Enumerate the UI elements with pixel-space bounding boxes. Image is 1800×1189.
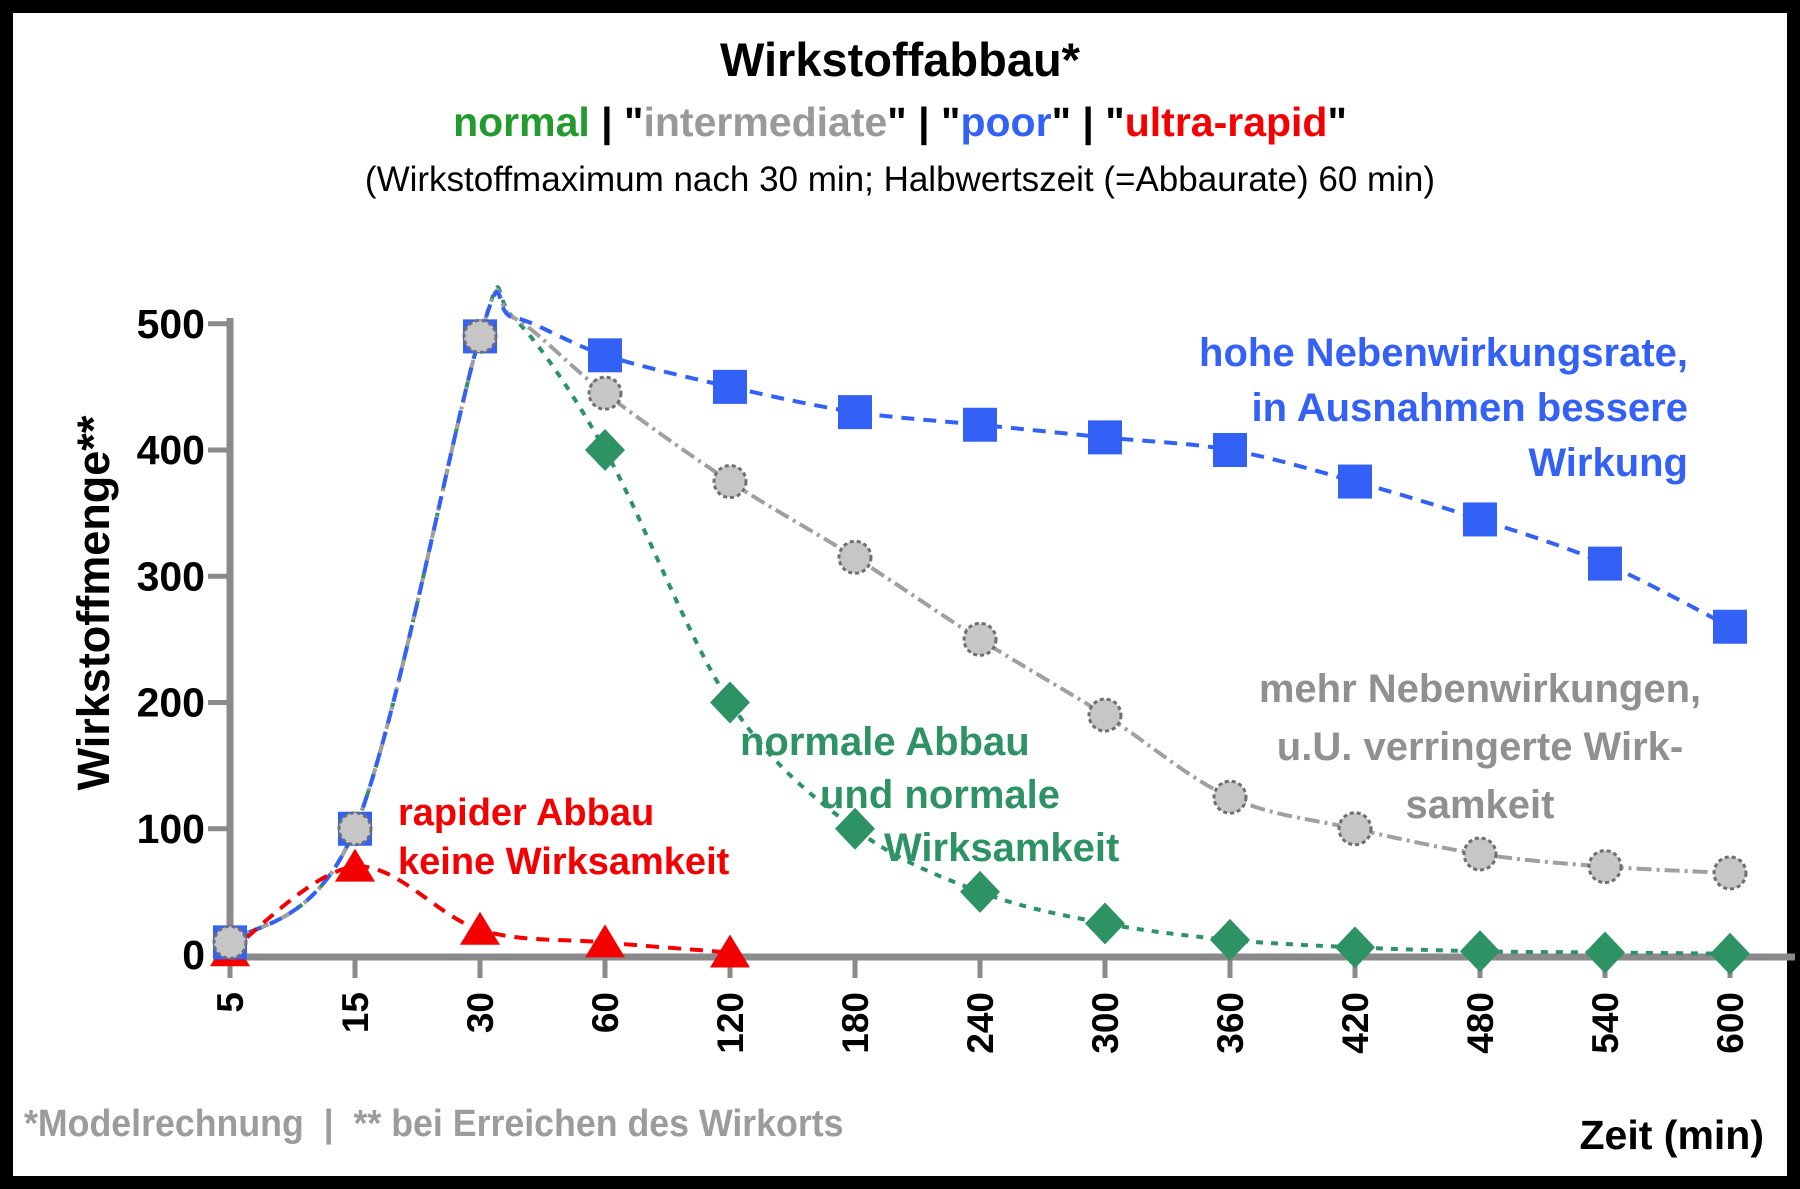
chart-subtitle: (Wirkstoffmaximum nach 30 min; Halbwerts… [364,160,1436,199]
x-tick-label: 480 [1460,992,1501,1054]
intermediate-marker [1712,855,1748,891]
y-tick-label: 300 [137,553,205,599]
ultra-rapid-marker [335,848,375,882]
annotation-line: Wirksamkeit [884,826,1120,870]
annotation-line: und normale [820,773,1061,817]
poor-marker [1713,609,1747,644]
annotation-line: in Ausnahmen bessere [1251,386,1688,430]
intermediate-marker [1587,849,1623,885]
y-tick-label: 200 [137,680,205,726]
normal-marker [1085,902,1125,945]
x-tick-label: 5 [210,992,251,1013]
annotation-line: rapider Abbau [398,792,655,834]
poor-marker [588,338,622,373]
x-tick-label: 540 [1585,992,1626,1054]
x-tick-label: 360 [1210,992,1251,1054]
y-axis-title: Wirkstoffmenge** [68,415,119,791]
intermediate-marker [337,811,373,847]
normal-marker [1710,932,1750,975]
legend-part: | [1071,99,1106,145]
chart-title: Wirkstoffabbau* [720,33,1080,86]
x-tick-label: 15 [335,992,376,1033]
ultra-rapid-marker [460,911,500,945]
normal-marker [710,681,750,724]
poor-marker [1213,433,1247,467]
normal-marker [960,870,1000,913]
legend-part: " [941,99,961,145]
poor-marker [1463,502,1497,537]
x-tick-label: 60 [585,992,626,1033]
x-tick-label: 30 [460,992,501,1033]
legend-part: poor [960,99,1052,145]
annotation-poor: hohe Nebenwirkungsrate, in Ausnahmen bes… [1199,326,1688,491]
poor-marker [1088,420,1122,455]
annotation-normal: normale Abbau und normale Wirksamkeit [740,716,1119,875]
poor-marker [1338,464,1372,499]
poor-marker [963,407,997,442]
annotation-ultra-rapid: rapider Abbau keine Wirksamkeit [398,789,729,887]
legend-part: intermediate [643,99,888,145]
legend-part: " [887,99,907,145]
annotation-intermediate: mehr Nebenwirkungen, u.U. verringerte Wi… [1259,660,1701,834]
intermediate-marker [712,464,748,500]
y-tick-label: 100 [137,806,205,852]
y-tick-label: 0 [182,932,205,978]
intermediate-marker [587,375,623,411]
intermediate-marker [462,318,498,354]
normal-marker [1460,930,1500,973]
x-tick-label: 180 [835,992,876,1054]
x-tick-label: 300 [1085,992,1126,1054]
x-tick-label: 240 [960,992,1001,1054]
legend-part: | [589,99,625,145]
intermediate-marker [1087,697,1123,733]
normal-marker [1210,918,1250,961]
legend-part: " [1327,99,1347,145]
annotation-line: normale Abbau [740,720,1030,764]
intermediate-marker [837,539,873,575]
y-tick-label: 400 [137,427,205,473]
intermediate-marker [962,621,998,657]
normal-marker [1335,926,1375,969]
ultra-rapid-marker [710,934,750,968]
annotation-line: Wirkung [1528,441,1688,485]
intermediate-marker [1337,811,1373,847]
legend-part: " [624,99,644,145]
x-tick-label: 600 [1710,992,1751,1054]
normal-marker [835,807,875,850]
poor-marker [1588,546,1622,581]
normal-marker [1585,931,1625,974]
annotation-line: samkeit [1405,783,1555,827]
annotation-line: hohe Nebenwirkungsrate, [1199,331,1688,375]
x-axis-title: Zeit (min) [1579,1112,1764,1158]
poor-marker [838,395,872,430]
intermediate-marker [212,924,248,960]
y-tick-label: 500 [137,301,205,347]
annotation-line: keine Wirksamkeit [398,841,730,883]
legend-part: ultra-rapid [1124,99,1328,145]
x-tick-label: 120 [710,992,751,1054]
legend-part: " [1051,99,1072,145]
x-tick-label: 420 [1335,992,1376,1054]
plot-background [13,13,1787,1176]
intermediate-marker [1212,779,1248,815]
legend-part: " [1105,99,1125,145]
normal-marker [585,429,625,471]
intermediate-marker [1462,836,1498,872]
legend-part: normal [453,99,590,145]
annotation-line: u.U. verringerte Wirk- [1276,725,1684,769]
legend-part: | [906,99,942,145]
legend-line: normal | "intermediate" | "poor" | "ultr… [0,99,1800,146]
ultra-rapid-marker [585,924,625,958]
poor-marker [713,369,747,404]
annotation-line: mehr Nebenwirkungen, [1258,667,1702,711]
footnote: *Modelrechnung | ** bei Erreichen des Wi… [24,1103,844,1145]
